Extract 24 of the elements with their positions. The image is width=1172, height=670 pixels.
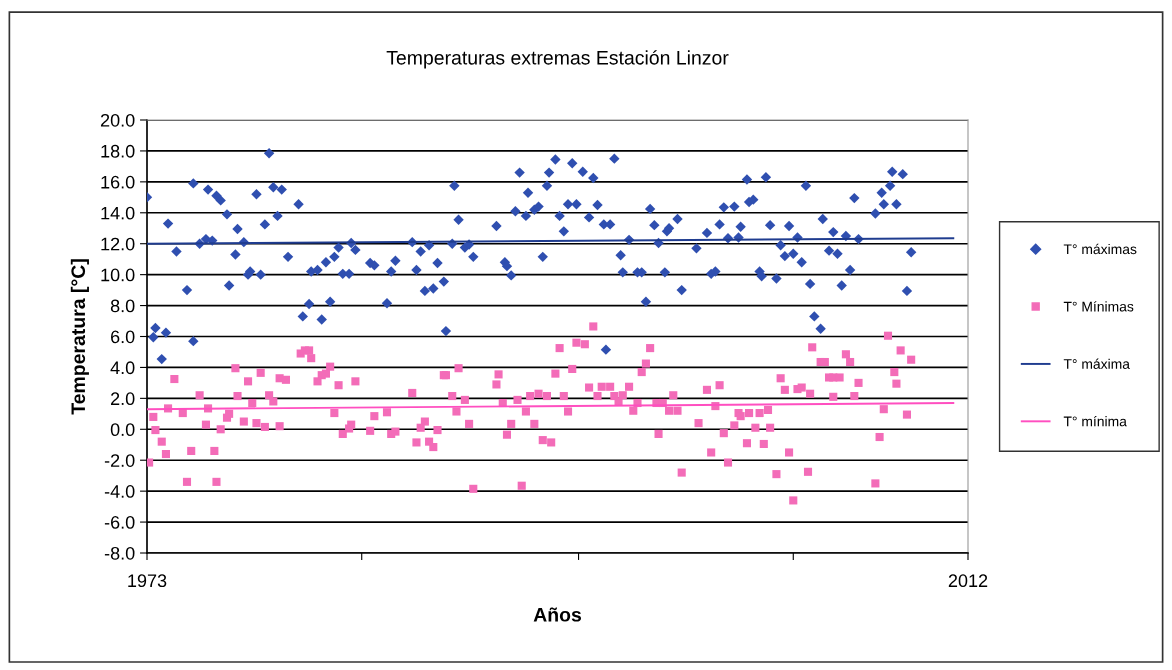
y-tick-label: 0.0 xyxy=(110,423,135,437)
legend-label: T° máxima xyxy=(1063,358,1130,369)
y-tick-label: -6.0 xyxy=(104,516,135,529)
y-tick-label: 8.0 xyxy=(110,299,135,313)
y-tick-label: 18.0 xyxy=(101,144,135,158)
y-tick-label: -8.0 xyxy=(104,546,135,560)
y-tick-label: 20.0 xyxy=(100,113,135,127)
legend-label: T° mínima xyxy=(1063,415,1127,427)
legend-label: T° Mínimas xyxy=(1063,301,1134,312)
chart-title: Temperaturas extremas Estación Linzor xyxy=(386,50,729,69)
y-tick-label: 10.0 xyxy=(101,268,135,282)
y-axis-title: Temperatura [°C] xyxy=(70,259,89,415)
x-tick-label: 2012 xyxy=(948,574,988,588)
x-axis-title: Años xyxy=(533,607,582,622)
y-tick-label: 4.0 xyxy=(110,361,135,375)
y-tick-label: -4.0 xyxy=(104,485,135,498)
y-tick-label: -2.0 xyxy=(104,454,135,467)
y-tick-label: 6.0 xyxy=(111,330,135,344)
y-tick-label: 2.0 xyxy=(111,392,135,406)
legend-label: T° máximas xyxy=(1063,243,1137,255)
y-tick-label: 14.0 xyxy=(101,206,135,220)
y-tick-label: 16.0 xyxy=(101,175,135,189)
x-tick-label: 1973 xyxy=(128,574,167,588)
y-tick-label: 12.0 xyxy=(101,237,135,251)
